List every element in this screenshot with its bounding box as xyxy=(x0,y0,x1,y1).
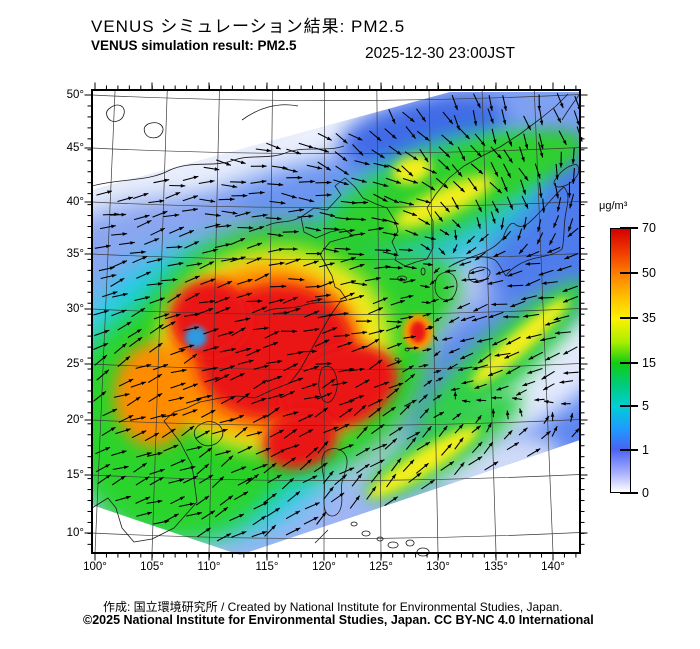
timestamp-label: 2025-12-30 23:00JST xyxy=(365,45,515,62)
map-figure xyxy=(84,82,588,561)
longitude-label: 130° xyxy=(426,561,450,573)
latitude-label: 15° xyxy=(66,469,84,481)
copyright-line: ©2025 National Institute for Environment… xyxy=(83,613,594,627)
page-title-japanese: VENUS シミュレーション結果: PM2.5 xyxy=(91,17,406,36)
colorbar-tick-label: 70 xyxy=(642,221,656,235)
axis-ticks xyxy=(84,82,588,561)
latitude-label: 50° xyxy=(66,89,84,101)
latitude-label: 25° xyxy=(66,358,84,370)
colorbar-tick-label: 15 xyxy=(642,355,656,370)
colorbar-tick-label: 50 xyxy=(642,266,656,281)
colorbar-tick xyxy=(620,405,638,407)
longitude-label: 135° xyxy=(484,561,508,573)
latitude-label: 35° xyxy=(66,248,84,260)
colorbar-tick-label: 0 xyxy=(642,486,649,500)
colorbar-tick xyxy=(620,272,638,274)
longitude-label: 100° xyxy=(83,561,107,573)
longitude-label: 140° xyxy=(541,561,565,573)
longitude-label: 120° xyxy=(312,561,336,573)
colorbar-tick xyxy=(620,227,638,229)
pm25-field xyxy=(92,92,580,555)
colorbar-tick xyxy=(620,362,638,364)
longitude-label: 115° xyxy=(255,561,279,573)
wind-arrows xyxy=(93,93,583,542)
longitude-label: 110° xyxy=(197,561,221,573)
colorbar-tick-label: 35 xyxy=(642,311,656,326)
latitude-label: 10° xyxy=(66,527,84,539)
coastlines xyxy=(91,93,580,557)
pm25-map-canvas xyxy=(84,82,588,561)
longitude-label: 125° xyxy=(369,561,393,573)
colorbar-tick xyxy=(620,317,638,319)
longitude-label: 105° xyxy=(140,561,164,573)
colorbar-tick xyxy=(620,449,638,451)
colorbar-tick-label: 1 xyxy=(642,443,649,458)
latitude-label: 30° xyxy=(66,303,84,315)
colorbar-tick xyxy=(620,492,638,494)
map-frame xyxy=(91,89,581,554)
latitude-label: 45° xyxy=(66,142,84,154)
colorbar-unit-label: μg/m³ xyxy=(599,200,628,212)
latitude-label: 40° xyxy=(66,196,84,208)
credit-line: 作成: 国立環境研究所 / Created by National Instit… xyxy=(103,600,563,614)
page-title-english: VENUS simulation result: PM2.5 xyxy=(91,38,297,53)
colorbar-tick-label: 5 xyxy=(642,399,649,414)
colorbar-gradient xyxy=(610,228,631,493)
latitude-label: 20° xyxy=(66,414,84,426)
